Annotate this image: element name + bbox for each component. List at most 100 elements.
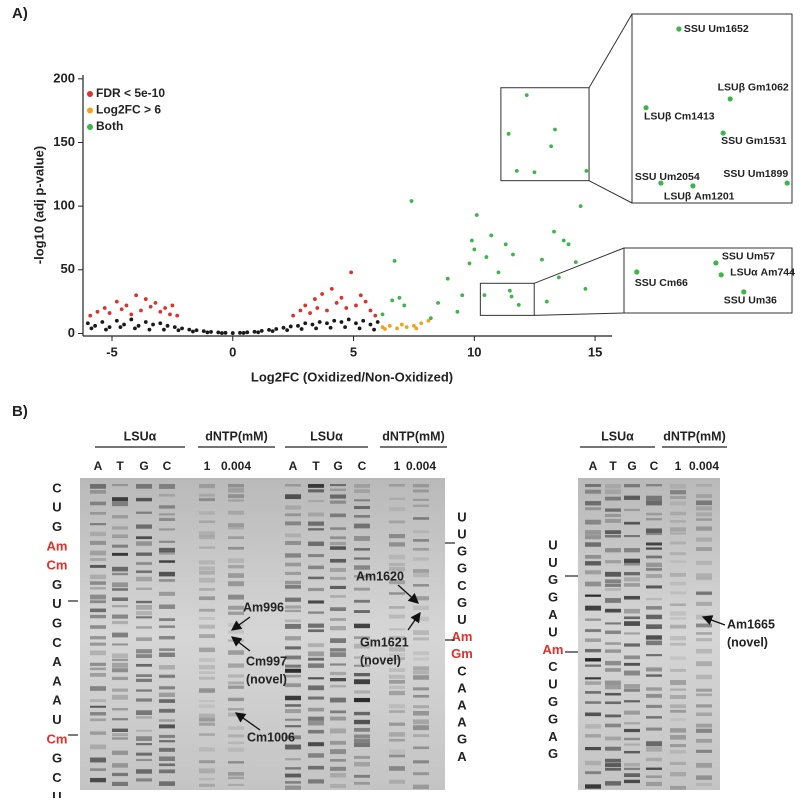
gel-band (670, 603, 686, 606)
gel-band (285, 636, 301, 641)
gel-band (696, 674, 712, 680)
data-point (402, 303, 407, 308)
gel-band (199, 688, 215, 693)
gel-band (285, 781, 301, 784)
sequence-residue: G (548, 746, 558, 761)
data-point (163, 306, 168, 310)
gel-band (112, 588, 128, 591)
gel-band (90, 600, 106, 604)
data-point (375, 320, 380, 324)
gel-band (285, 695, 301, 701)
gel-band (330, 527, 346, 530)
data-point (158, 309, 163, 314)
data-point (552, 229, 556, 234)
data-point (303, 321, 308, 326)
gel-band (354, 711, 370, 716)
gel-band (670, 591, 686, 595)
sequence-residue: Cm (47, 558, 68, 573)
gel-band (646, 716, 662, 719)
gel-band (624, 558, 640, 563)
sequence-residue: Gm (451, 646, 473, 661)
inset-label: SSU Um57 (722, 251, 775, 263)
gel-band (646, 624, 662, 629)
gel-band (696, 573, 712, 579)
gel-band (585, 618, 601, 621)
data-point (270, 329, 275, 334)
gel-band (308, 696, 324, 700)
data-point (119, 307, 124, 312)
gel-band (646, 547, 662, 550)
gel-band (136, 616, 152, 619)
gel-band (696, 577, 712, 581)
data-point (303, 303, 308, 308)
gel-band (112, 534, 128, 539)
lane-group-header: dNTP(mM) (205, 429, 268, 443)
gel-band (670, 501, 686, 506)
gel-band (670, 495, 686, 499)
gel-band (199, 760, 215, 764)
gel-band (624, 655, 640, 660)
gel-band (354, 599, 370, 603)
gel-band (389, 606, 405, 609)
gel-band (199, 783, 215, 787)
gel-band (330, 740, 346, 745)
gel-band (90, 490, 106, 494)
data-point (320, 292, 325, 296)
x-tick-label: 15 (588, 344, 602, 359)
gel-band (308, 753, 324, 758)
gel-band (696, 537, 712, 542)
gel-band (670, 761, 686, 766)
legend-marker (87, 107, 93, 114)
gel-band (330, 626, 346, 631)
data-point (259, 329, 264, 333)
gel-band (624, 484, 640, 488)
gel-band (112, 552, 128, 556)
gel-band (605, 571, 621, 577)
gel-band (199, 493, 215, 497)
data-point (148, 304, 153, 309)
gel-band (90, 636, 106, 640)
gel-band (646, 667, 662, 672)
gel-band (228, 761, 244, 764)
gel-band (646, 532, 662, 536)
gel-band (413, 630, 429, 635)
gel-band (285, 513, 301, 517)
gel-band (159, 552, 175, 555)
gel-band (136, 637, 152, 642)
sequence-residue: G (548, 572, 558, 587)
gel-band (646, 568, 662, 571)
gel-band (228, 605, 244, 610)
gel-band (330, 759, 346, 762)
gel-band (624, 722, 640, 725)
gel-band (159, 747, 175, 752)
gel-band (90, 686, 106, 691)
gel-band (646, 484, 662, 487)
gel-band (670, 527, 686, 532)
gel-band (646, 597, 662, 601)
gel-band (308, 720, 324, 726)
gel-band (199, 713, 215, 718)
gel-band (670, 636, 686, 641)
gel-band (413, 670, 429, 675)
sequence-residue: G (548, 590, 558, 605)
gel-band (159, 560, 175, 563)
y-tick-label: 100 (53, 198, 75, 213)
gel-band (228, 536, 244, 539)
gel-band (285, 785, 301, 790)
gel-band (413, 616, 429, 622)
gel-band (285, 609, 301, 613)
gel-band (330, 766, 346, 771)
gel-band (354, 484, 370, 488)
gel-band (413, 746, 429, 750)
data-point (387, 323, 392, 328)
gel-band (90, 667, 106, 671)
gel-band (112, 605, 128, 608)
gel-band (112, 572, 128, 576)
gel-band (199, 704, 215, 708)
gel-band (136, 674, 152, 677)
gel-band (696, 512, 712, 517)
gel-band (389, 566, 405, 572)
data-point (503, 242, 508, 247)
gel-band (112, 772, 128, 777)
gel-band (308, 623, 324, 628)
